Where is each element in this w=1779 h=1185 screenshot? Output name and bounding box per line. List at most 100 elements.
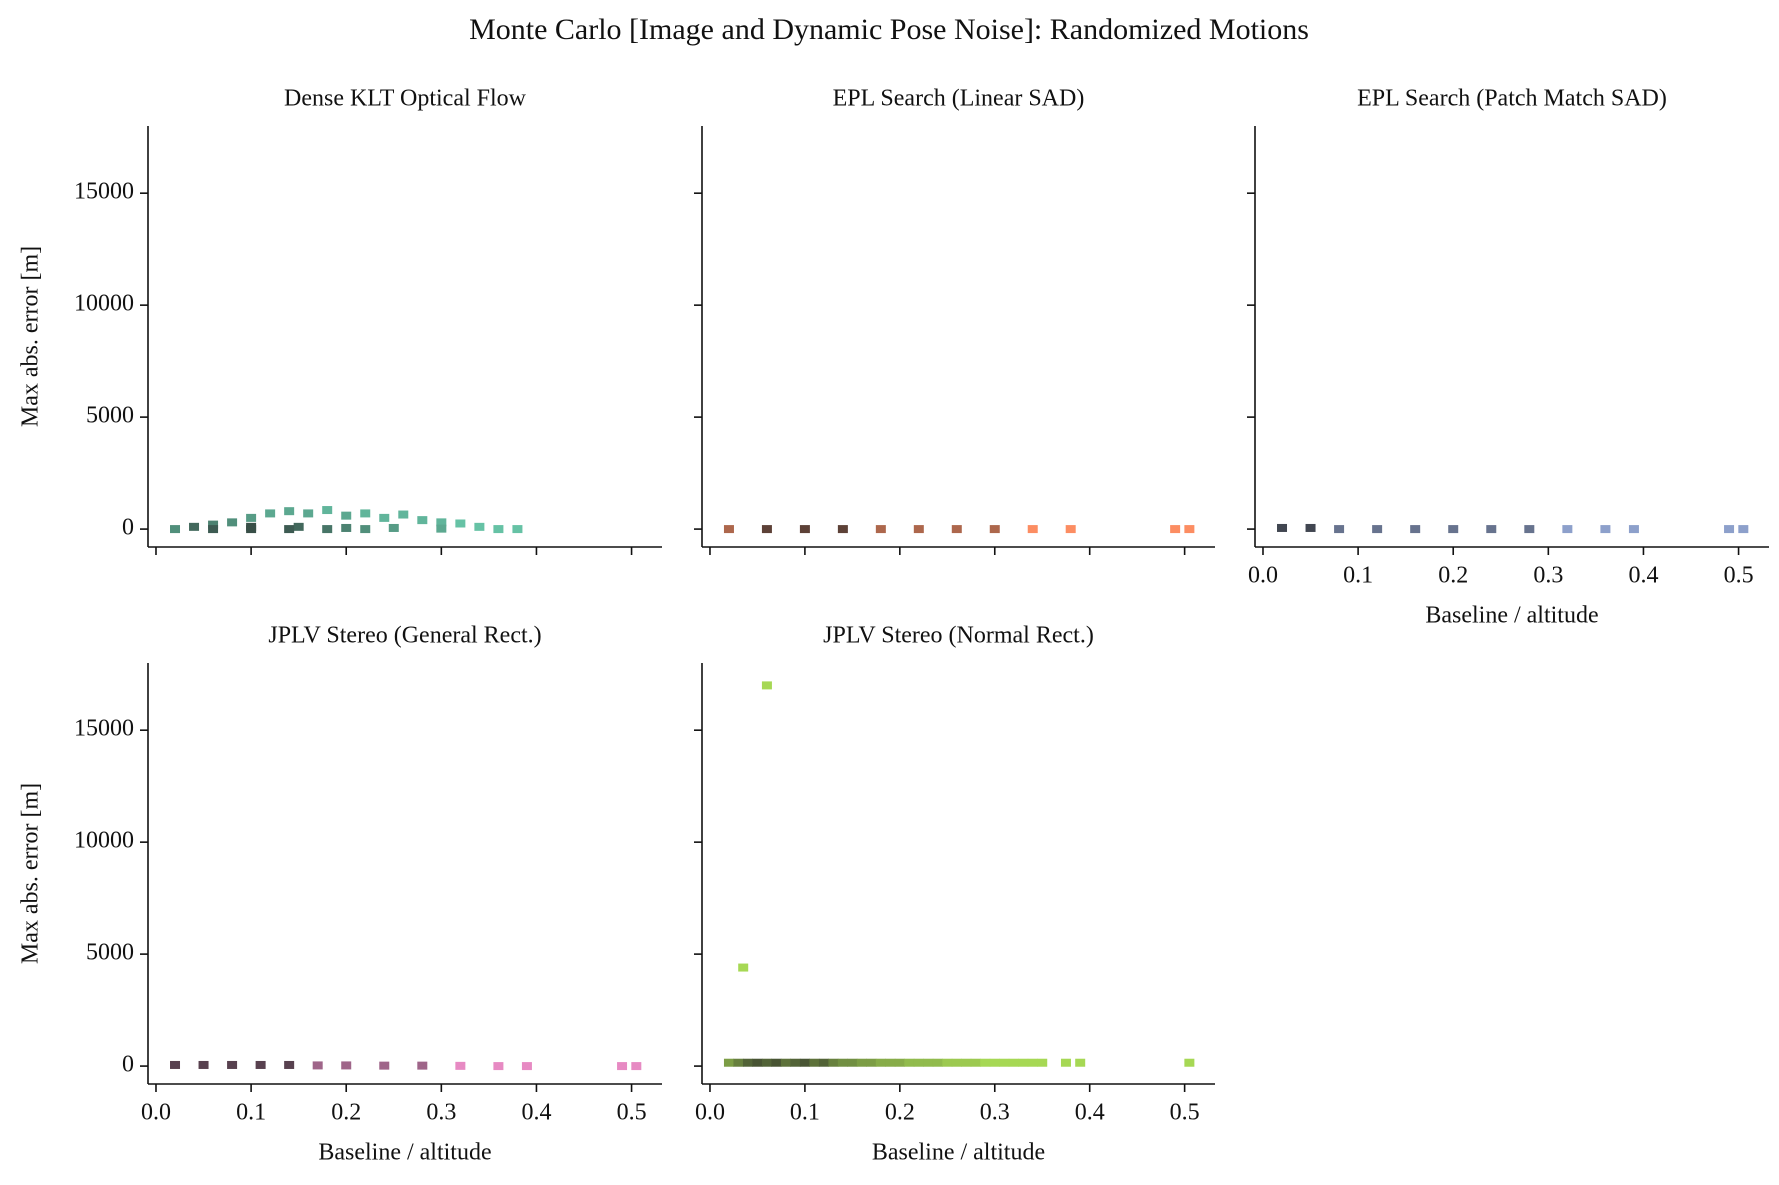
hist-cell bbox=[388, 523, 399, 532]
hist-cell bbox=[761, 1058, 772, 1067]
hist-cell bbox=[379, 1061, 390, 1070]
hist-cell bbox=[847, 1058, 858, 1067]
hist-cell bbox=[284, 1060, 295, 1069]
hist-cell bbox=[493, 525, 504, 534]
hist-cell bbox=[1037, 1058, 1048, 1067]
hist-cell bbox=[837, 525, 848, 534]
hist-cell bbox=[989, 1058, 1000, 1067]
hist-cell bbox=[255, 1060, 266, 1069]
hist-cell bbox=[923, 1058, 934, 1067]
subplot-title: Dense KLT Optical Flow bbox=[284, 86, 527, 112]
hist-cell bbox=[284, 525, 295, 534]
hist-cell bbox=[723, 525, 734, 534]
y-tick-label: 5000 bbox=[86, 940, 134, 966]
x-tick-label: 0.0 bbox=[1248, 563, 1278, 589]
subplot-title: JPLV Stereo (Normal Rect.) bbox=[823, 623, 1094, 649]
y-axis-label: Max abs. error [m] bbox=[18, 783, 44, 964]
y-tick-label: 15000 bbox=[74, 179, 134, 205]
hist-cell bbox=[752, 1058, 763, 1067]
hist-cell bbox=[360, 509, 371, 518]
hist-cell bbox=[733, 1058, 744, 1067]
hist-cell bbox=[723, 1058, 734, 1067]
x-tick-label: 0.1 bbox=[1343, 563, 1373, 589]
hist-cell bbox=[1277, 523, 1288, 532]
hist-cell bbox=[512, 525, 523, 534]
hist-cell bbox=[398, 510, 409, 519]
hist-cell bbox=[837, 1058, 848, 1067]
x-tick-label: 0.5 bbox=[1724, 563, 1754, 589]
x-tick-label: 0.2 bbox=[1438, 563, 1468, 589]
hist-cell bbox=[455, 519, 466, 528]
hist-cell bbox=[1027, 1058, 1038, 1067]
hist-cell bbox=[1448, 525, 1459, 534]
x-tick-label: 0.5 bbox=[1170, 1100, 1200, 1126]
hist-cell bbox=[1562, 525, 1573, 534]
y-tick-label: 0 bbox=[122, 1052, 134, 1078]
x-tick-label: 0.3 bbox=[426, 1100, 456, 1126]
hist-cell bbox=[341, 511, 352, 520]
hist-cell bbox=[1184, 1058, 1195, 1067]
hist-cell bbox=[208, 525, 219, 534]
hist-cell bbox=[761, 525, 772, 534]
hist-cell bbox=[913, 1058, 924, 1067]
hist-cell bbox=[1334, 525, 1345, 534]
hist-cell bbox=[1018, 1058, 1029, 1067]
hist-cell bbox=[1008, 1058, 1019, 1067]
hist-cell bbox=[170, 1060, 181, 1069]
hist-cell bbox=[738, 963, 749, 972]
y-tick-label: 10000 bbox=[74, 828, 134, 854]
x-tick-label: 0.1 bbox=[790, 1100, 820, 1126]
hist-cell bbox=[1600, 525, 1611, 534]
x-tick-label: 0.3 bbox=[1533, 563, 1563, 589]
y-tick-label: 10000 bbox=[74, 291, 134, 317]
hist-cell bbox=[809, 1058, 820, 1067]
x-tick-label: 0.2 bbox=[331, 1100, 361, 1126]
figure-title: Monte Carlo [Image and Dynamic Pose Nois… bbox=[469, 13, 1309, 46]
hist-cell bbox=[828, 1058, 839, 1067]
hist-cell bbox=[631, 1062, 642, 1071]
hist-cell bbox=[379, 513, 390, 522]
x-tick-label: 0.0 bbox=[695, 1100, 725, 1126]
hist-cell bbox=[932, 1058, 943, 1067]
hist-cell bbox=[284, 507, 295, 516]
hist-cell bbox=[303, 509, 314, 518]
hist-cell bbox=[904, 1058, 915, 1067]
hist-cell bbox=[1184, 525, 1195, 534]
hist-cell bbox=[866, 1058, 877, 1067]
hist-cell bbox=[1065, 525, 1076, 534]
hist-cell bbox=[999, 1058, 1010, 1067]
hist-cell bbox=[360, 525, 371, 534]
hist-cell bbox=[1724, 525, 1735, 534]
hist-cell bbox=[417, 1061, 428, 1070]
y-tick-label: 0 bbox=[122, 515, 134, 541]
x-axis-label: Baseline / altitude bbox=[318, 1140, 491, 1166]
x-tick-label: 0.1 bbox=[236, 1100, 266, 1126]
hist-cell bbox=[1060, 1058, 1071, 1067]
hist-cell bbox=[799, 525, 810, 534]
x-tick-label: 0.2 bbox=[885, 1100, 915, 1126]
hist-cell bbox=[474, 522, 485, 531]
hist-cell bbox=[742, 1058, 753, 1067]
hist-cell bbox=[1075, 1058, 1086, 1067]
hist-cell bbox=[436, 518, 447, 527]
subplot-title: EPL Search (Patch Match SAD) bbox=[1357, 86, 1667, 112]
x-tick-label: 0.4 bbox=[1075, 1100, 1105, 1126]
hist-cell bbox=[799, 1058, 810, 1067]
hist-cell bbox=[521, 1062, 532, 1071]
hist-cell bbox=[894, 1058, 905, 1067]
x-tick-label: 0.3 bbox=[980, 1100, 1010, 1126]
x-tick-label: 0.4 bbox=[1628, 563, 1658, 589]
hist-cell bbox=[1628, 525, 1639, 534]
hist-cell bbox=[875, 525, 886, 534]
hist-cell bbox=[1738, 525, 1749, 534]
hist-cell bbox=[1027, 525, 1038, 534]
x-tick-label: 0.4 bbox=[521, 1100, 551, 1126]
x-axis-label: Baseline / altitude bbox=[872, 1140, 1045, 1166]
hist-cell bbox=[970, 1058, 981, 1067]
hist-cell bbox=[780, 1058, 791, 1067]
hist-cell bbox=[1410, 525, 1421, 534]
hist-cell bbox=[885, 1058, 896, 1067]
hist-cell bbox=[293, 522, 304, 531]
hist-cell bbox=[951, 525, 962, 534]
